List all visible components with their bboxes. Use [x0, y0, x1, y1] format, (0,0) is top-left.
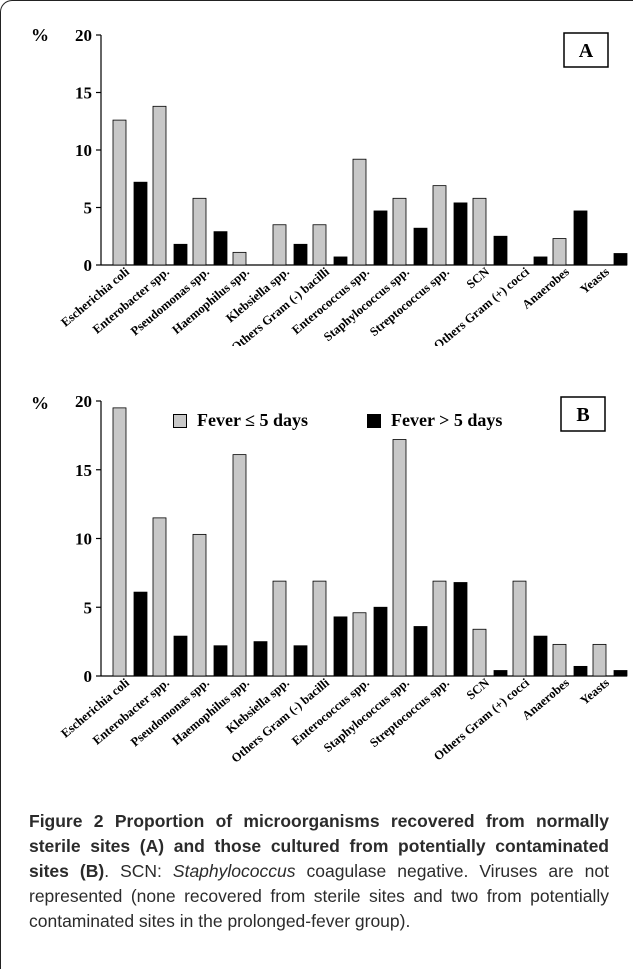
bar-fever-long — [333, 616, 348, 677]
legend-item-fever-short: Fever ≤ 5 days — [173, 410, 308, 431]
x-category-label: Escherichia coli — [58, 675, 132, 740]
y-tick-label: 15 — [75, 461, 92, 480]
bar-fever-short — [592, 643, 607, 677]
bar-fever-short — [352, 158, 367, 266]
y-unit-label: % — [31, 393, 49, 413]
y-tick-label: 10 — [75, 141, 92, 160]
bar-fever-long — [293, 645, 308, 677]
caption-title: Figure 2 Proportion of microorganisms re… — [29, 809, 609, 934]
caption-body-italic: Staphylococcus — [172, 861, 296, 881]
bar-fever-long — [493, 235, 508, 266]
bar-fever-short — [392, 439, 407, 677]
bar-fever-short — [432, 580, 447, 677]
y-tick-label: 5 — [84, 199, 93, 218]
bar-fever-short — [272, 224, 287, 266]
x-category-label: Yeasts — [577, 675, 612, 707]
bar-fever-long — [173, 243, 188, 266]
bar-fever-long — [173, 635, 188, 677]
x-category-label: Yeasts — [577, 264, 612, 296]
bar-fever-long — [293, 243, 308, 266]
y-unit-label: % — [31, 25, 49, 45]
y-tick-label: 5 — [84, 598, 93, 617]
bar-fever-short — [312, 224, 327, 266]
bar-fever-long — [613, 253, 628, 266]
bar-fever-short — [232, 454, 247, 677]
bar-fever-short — [192, 533, 207, 677]
legend-label-fever-long: Fever > 5 days — [391, 410, 503, 430]
panel-label-box — [563, 32, 609, 68]
x-category-label: SCN — [464, 265, 492, 292]
bar-fever-short — [552, 643, 567, 677]
bar-fever-short — [152, 517, 167, 677]
y-tick-label: 0 — [84, 256, 93, 275]
bar-fever-long — [533, 635, 548, 677]
y-tick-label: 20 — [75, 26, 92, 45]
bar-fever-short — [472, 628, 487, 677]
caption-body-rest: coagulase negative. Viruses are not repr… — [29, 861, 610, 931]
bar-fever-long — [213, 231, 228, 266]
bar-fever-short — [312, 580, 327, 677]
y-tick-label: 0 — [84, 667, 93, 686]
bar-fever-short — [152, 105, 167, 266]
bar-fever-long — [453, 202, 468, 266]
panel-label-box — [560, 396, 606, 432]
y-tick-label: 10 — [75, 530, 92, 549]
bar-fever-long — [333, 256, 348, 266]
bar-fever-short — [472, 197, 487, 266]
bar-fever-short — [392, 197, 407, 266]
bar-fever-long — [533, 256, 548, 266]
bar-fever-long — [133, 591, 148, 677]
panel-label: A — [579, 40, 594, 62]
legend-swatch-fever-long — [367, 413, 381, 428]
bar-fever-long — [373, 210, 388, 266]
legend-item-fever-long: Fever > 5 days — [367, 410, 502, 431]
bar-fever-long — [573, 210, 588, 266]
bar-fever-long — [253, 641, 268, 677]
bar-fever-long — [573, 665, 588, 677]
bar-fever-long — [613, 670, 628, 677]
caption-body-lead: . SCN: — [104, 861, 173, 881]
bar-fever-short — [552, 238, 567, 266]
bar-fever-long — [373, 606, 388, 677]
bar-fever-short — [192, 197, 207, 266]
legend-swatch-fever-short — [173, 413, 187, 428]
y-tick-label: 15 — [75, 84, 92, 103]
bar-fever-long — [133, 181, 148, 266]
bar-fever-short — [432, 185, 447, 266]
bar-fever-short — [232, 251, 247, 266]
bar-fever-long — [453, 582, 468, 677]
x-category-label: SCN — [464, 676, 492, 703]
caption-title-text: Figure 2 Proportion of microorganisms re… — [29, 811, 609, 881]
legend-label-fever-short: Fever ≤ 5 days — [197, 410, 309, 430]
legend: Fever ≤ 5 days Fever > 5 days — [1, 406, 633, 436]
bar-fever-long — [213, 645, 228, 677]
bar-fever-long — [413, 227, 428, 266]
bar-fever-long — [493, 670, 508, 677]
bar-fever-short — [272, 580, 287, 677]
bar-fever-short — [112, 407, 127, 677]
panel-label: B — [576, 404, 589, 426]
bar-fever-long — [413, 626, 428, 677]
bar-fever-short — [512, 580, 527, 677]
y-tick-label: 20 — [75, 392, 92, 411]
x-category-label: Escherichia coli — [58, 264, 132, 329]
bar-fever-short — [352, 612, 367, 677]
bar-fever-short — [112, 119, 127, 266]
figure-caption: Figure 2 Proportion of microorganisms re… — [29, 809, 609, 934]
